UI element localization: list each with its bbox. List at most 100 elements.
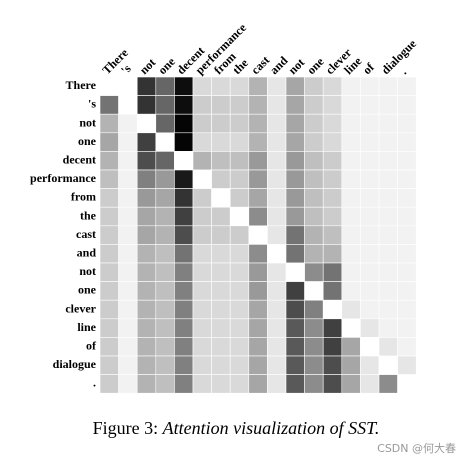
column-label: dialogue	[378, 36, 419, 77]
heat-cell	[397, 95, 417, 115]
heat-cell	[360, 76, 380, 96]
heat-cell	[136, 113, 157, 134]
heat-cell	[267, 169, 287, 189]
watermark: CSDN @何大春	[377, 441, 456, 455]
heat-cell	[174, 169, 194, 189]
heat-cell	[397, 374, 417, 394]
heat-cell	[322, 206, 343, 227]
heat-cell	[136, 318, 157, 338]
heat-cell	[211, 95, 231, 115]
heat-cell	[99, 337, 119, 357]
heat-cell	[397, 76, 417, 96]
heat-cell	[229, 262, 250, 282]
heat-cell	[136, 132, 157, 152]
row-label: There	[66, 78, 97, 92]
row-label: and	[77, 245, 97, 259]
heat-cell	[378, 337, 398, 357]
caption-text: Attention visualization of SST.	[162, 418, 380, 438]
heat-cell	[229, 281, 250, 301]
heat-cell	[285, 299, 305, 320]
heat-cell	[285, 262, 305, 282]
heat-cell	[360, 225, 380, 245]
heat-cell	[211, 318, 231, 338]
heat-cell	[397, 299, 417, 320]
heat-cell	[211, 151, 231, 171]
heat-cell	[118, 262, 138, 282]
heat-cell	[248, 188, 268, 208]
heat-cell	[248, 169, 268, 189]
heat-cell	[322, 169, 343, 189]
heat-cell	[360, 169, 380, 189]
heat-cell	[285, 374, 305, 394]
heat-cell	[174, 206, 194, 227]
heat-cell	[341, 95, 361, 115]
heat-cell	[155, 374, 175, 394]
heat-cell	[322, 244, 343, 264]
heat-cell	[322, 355, 343, 375]
heat-cell	[118, 318, 138, 338]
heat-cell	[285, 318, 305, 338]
heat-cell	[285, 188, 305, 208]
heat-cell	[322, 299, 343, 320]
heat-cell	[155, 262, 175, 282]
heat-cell	[248, 132, 268, 152]
column-label: 's	[118, 61, 134, 77]
heat-cell	[211, 132, 231, 152]
heat-cell	[267, 262, 287, 282]
heat-cell	[397, 113, 417, 134]
heat-cell	[341, 318, 361, 338]
heat-cell	[378, 262, 398, 282]
heat-cell	[174, 225, 194, 245]
heat-cell	[99, 244, 119, 264]
heat-cell	[118, 113, 138, 134]
heat-cell	[229, 151, 250, 171]
heat-cell	[211, 169, 231, 189]
heat-cell	[211, 206, 231, 227]
heat-cell	[192, 169, 212, 189]
heat-cell	[267, 281, 287, 301]
heat-cell	[174, 374, 194, 394]
heat-cell	[322, 188, 343, 208]
heat-cell	[174, 337, 194, 357]
heat-cell	[322, 225, 343, 245]
heat-cell	[360, 262, 380, 282]
caption: Figure 3: Attention visualization of SST…	[93, 418, 380, 438]
heat-cell	[155, 355, 175, 375]
heat-cell	[304, 169, 324, 189]
heat-cell	[360, 151, 380, 171]
heat-cell	[267, 95, 287, 115]
heat-cell	[248, 151, 268, 171]
heat-cell	[304, 244, 324, 264]
heat-cell	[285, 355, 305, 375]
heat-cell	[304, 337, 324, 357]
heat-cell	[267, 244, 287, 264]
heat-cell	[229, 95, 250, 115]
heat-cell	[397, 337, 417, 357]
heat-cell	[192, 113, 212, 134]
heat-cell	[118, 374, 138, 394]
heat-cell	[267, 76, 287, 96]
heat-cell	[99, 206, 119, 227]
heat-cell	[192, 244, 212, 264]
column-label: .	[397, 65, 409, 77]
heat-cell	[248, 225, 268, 245]
heat-cell	[211, 355, 231, 375]
heat-cell	[174, 151, 194, 171]
heat-cell	[99, 262, 119, 282]
heat-cell	[192, 374, 212, 394]
heat-cell	[304, 151, 324, 171]
heat-cell	[285, 244, 305, 264]
heat-cell	[99, 355, 119, 375]
heat-cell	[192, 151, 212, 171]
heat-cell	[397, 188, 417, 208]
row-label: clever	[65, 301, 96, 315]
row-label: .	[93, 376, 96, 390]
heat-cell	[378, 113, 398, 134]
heat-cell	[378, 299, 398, 320]
heat-cell	[378, 188, 398, 208]
heat-cell	[360, 188, 380, 208]
heat-cell	[118, 337, 138, 357]
heat-cell	[174, 113, 194, 134]
caption-label: Figure 3:	[93, 418, 159, 438]
heat-cell	[118, 151, 138, 171]
